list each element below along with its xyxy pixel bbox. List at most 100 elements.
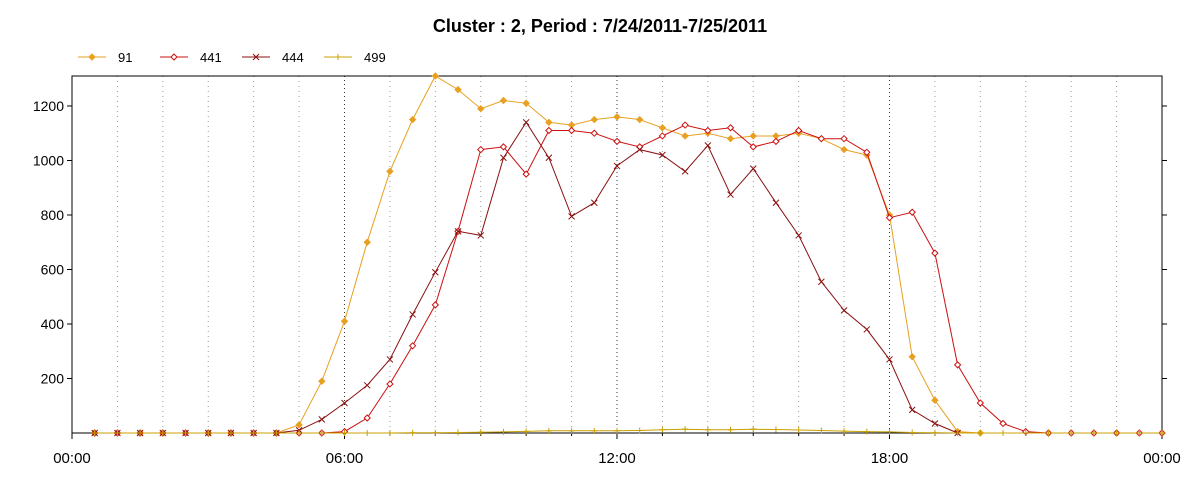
data-point xyxy=(296,430,303,436)
data-point xyxy=(749,143,757,151)
data-point xyxy=(545,118,553,127)
data-point xyxy=(931,396,939,405)
data-point xyxy=(318,430,325,436)
data-point xyxy=(522,118,530,126)
data-point xyxy=(335,54,341,60)
x-tick-label: 18:00 xyxy=(871,450,909,467)
data-point xyxy=(454,85,462,94)
series-91 xyxy=(91,72,985,437)
data-point xyxy=(477,232,485,239)
data-point xyxy=(340,317,349,325)
data-point xyxy=(818,278,825,286)
data-point xyxy=(613,162,621,170)
data-point xyxy=(840,145,848,154)
x-tick-label: 00:00 xyxy=(1143,450,1181,467)
data-point xyxy=(909,429,916,436)
data-point xyxy=(431,268,439,276)
legend-item-499: 499 xyxy=(324,50,386,65)
data-point xyxy=(818,427,825,434)
data-point xyxy=(931,249,939,257)
data-point xyxy=(658,132,667,140)
legend: 91 441 444 499 xyxy=(78,50,386,65)
data-point xyxy=(636,146,644,153)
data-point xyxy=(840,307,848,314)
x-axis: 00:00 06:00 12:00 18:00 00:00 xyxy=(53,433,1181,467)
data-point xyxy=(431,72,440,80)
data-point xyxy=(682,426,689,433)
data-point xyxy=(227,430,234,436)
data-point xyxy=(817,134,826,143)
series-line xyxy=(94,75,981,434)
y-axis: 200 400 600 800 1000 1200 xyxy=(33,98,1167,386)
data-point xyxy=(205,430,212,436)
data-point xyxy=(841,428,848,435)
data-point xyxy=(386,380,394,388)
y-tick-label: 200 xyxy=(41,370,65,386)
data-point xyxy=(908,352,916,361)
data-point xyxy=(477,145,485,154)
legend-item-441: 441 xyxy=(160,50,222,65)
data-point xyxy=(295,421,303,429)
data-point xyxy=(522,170,530,178)
data-point xyxy=(863,428,870,435)
data-point xyxy=(408,115,417,124)
data-point xyxy=(908,406,916,414)
data-point xyxy=(931,420,939,427)
data-point xyxy=(250,430,257,436)
data-point xyxy=(386,167,394,176)
series-499 xyxy=(91,426,1165,436)
data-point xyxy=(613,137,621,146)
data-point xyxy=(750,426,757,433)
data-point xyxy=(523,428,530,435)
data-point xyxy=(1022,430,1029,436)
data-point xyxy=(1045,430,1052,436)
data-point xyxy=(409,429,416,436)
data-point xyxy=(137,430,144,436)
data-point xyxy=(341,399,348,407)
data-point xyxy=(567,126,576,135)
data-point xyxy=(431,301,440,309)
data-point xyxy=(114,430,121,436)
x-tick-label: 06:00 xyxy=(326,450,364,467)
data-point xyxy=(170,53,178,61)
data-point xyxy=(681,121,689,129)
data-point xyxy=(1090,430,1097,436)
data-point xyxy=(636,427,643,434)
data-point xyxy=(1136,430,1143,436)
legend-item-444: 444 xyxy=(242,50,304,65)
legend-label: 444 xyxy=(282,50,304,65)
data-point xyxy=(363,238,371,246)
data-point xyxy=(341,430,348,436)
data-point xyxy=(954,430,961,436)
series-layer xyxy=(91,72,1166,437)
data-point xyxy=(545,154,553,162)
data-point xyxy=(1113,430,1120,436)
data-point xyxy=(886,428,893,435)
data-point xyxy=(159,430,166,436)
data-point xyxy=(91,430,98,436)
data-point xyxy=(659,426,666,433)
data-point xyxy=(500,428,507,435)
plot-frame xyxy=(71,75,1163,434)
data-point xyxy=(613,113,621,121)
data-point xyxy=(863,326,871,333)
data-point xyxy=(88,53,96,61)
data-point xyxy=(545,126,553,135)
data-point xyxy=(408,342,417,350)
data-point xyxy=(386,430,393,436)
data-point xyxy=(568,212,575,220)
data-point xyxy=(863,148,871,157)
data-point xyxy=(614,427,620,434)
series-line xyxy=(94,124,1162,434)
data-point xyxy=(182,430,189,436)
data-point xyxy=(273,430,280,436)
data-point xyxy=(749,165,757,173)
data-point xyxy=(455,429,462,436)
data-point xyxy=(500,154,507,162)
data-point xyxy=(681,168,689,175)
data-point xyxy=(386,356,394,363)
y-tick-label: 800 xyxy=(41,207,65,223)
data-point xyxy=(772,199,780,207)
x-tick-label: 00:00 xyxy=(53,450,91,467)
